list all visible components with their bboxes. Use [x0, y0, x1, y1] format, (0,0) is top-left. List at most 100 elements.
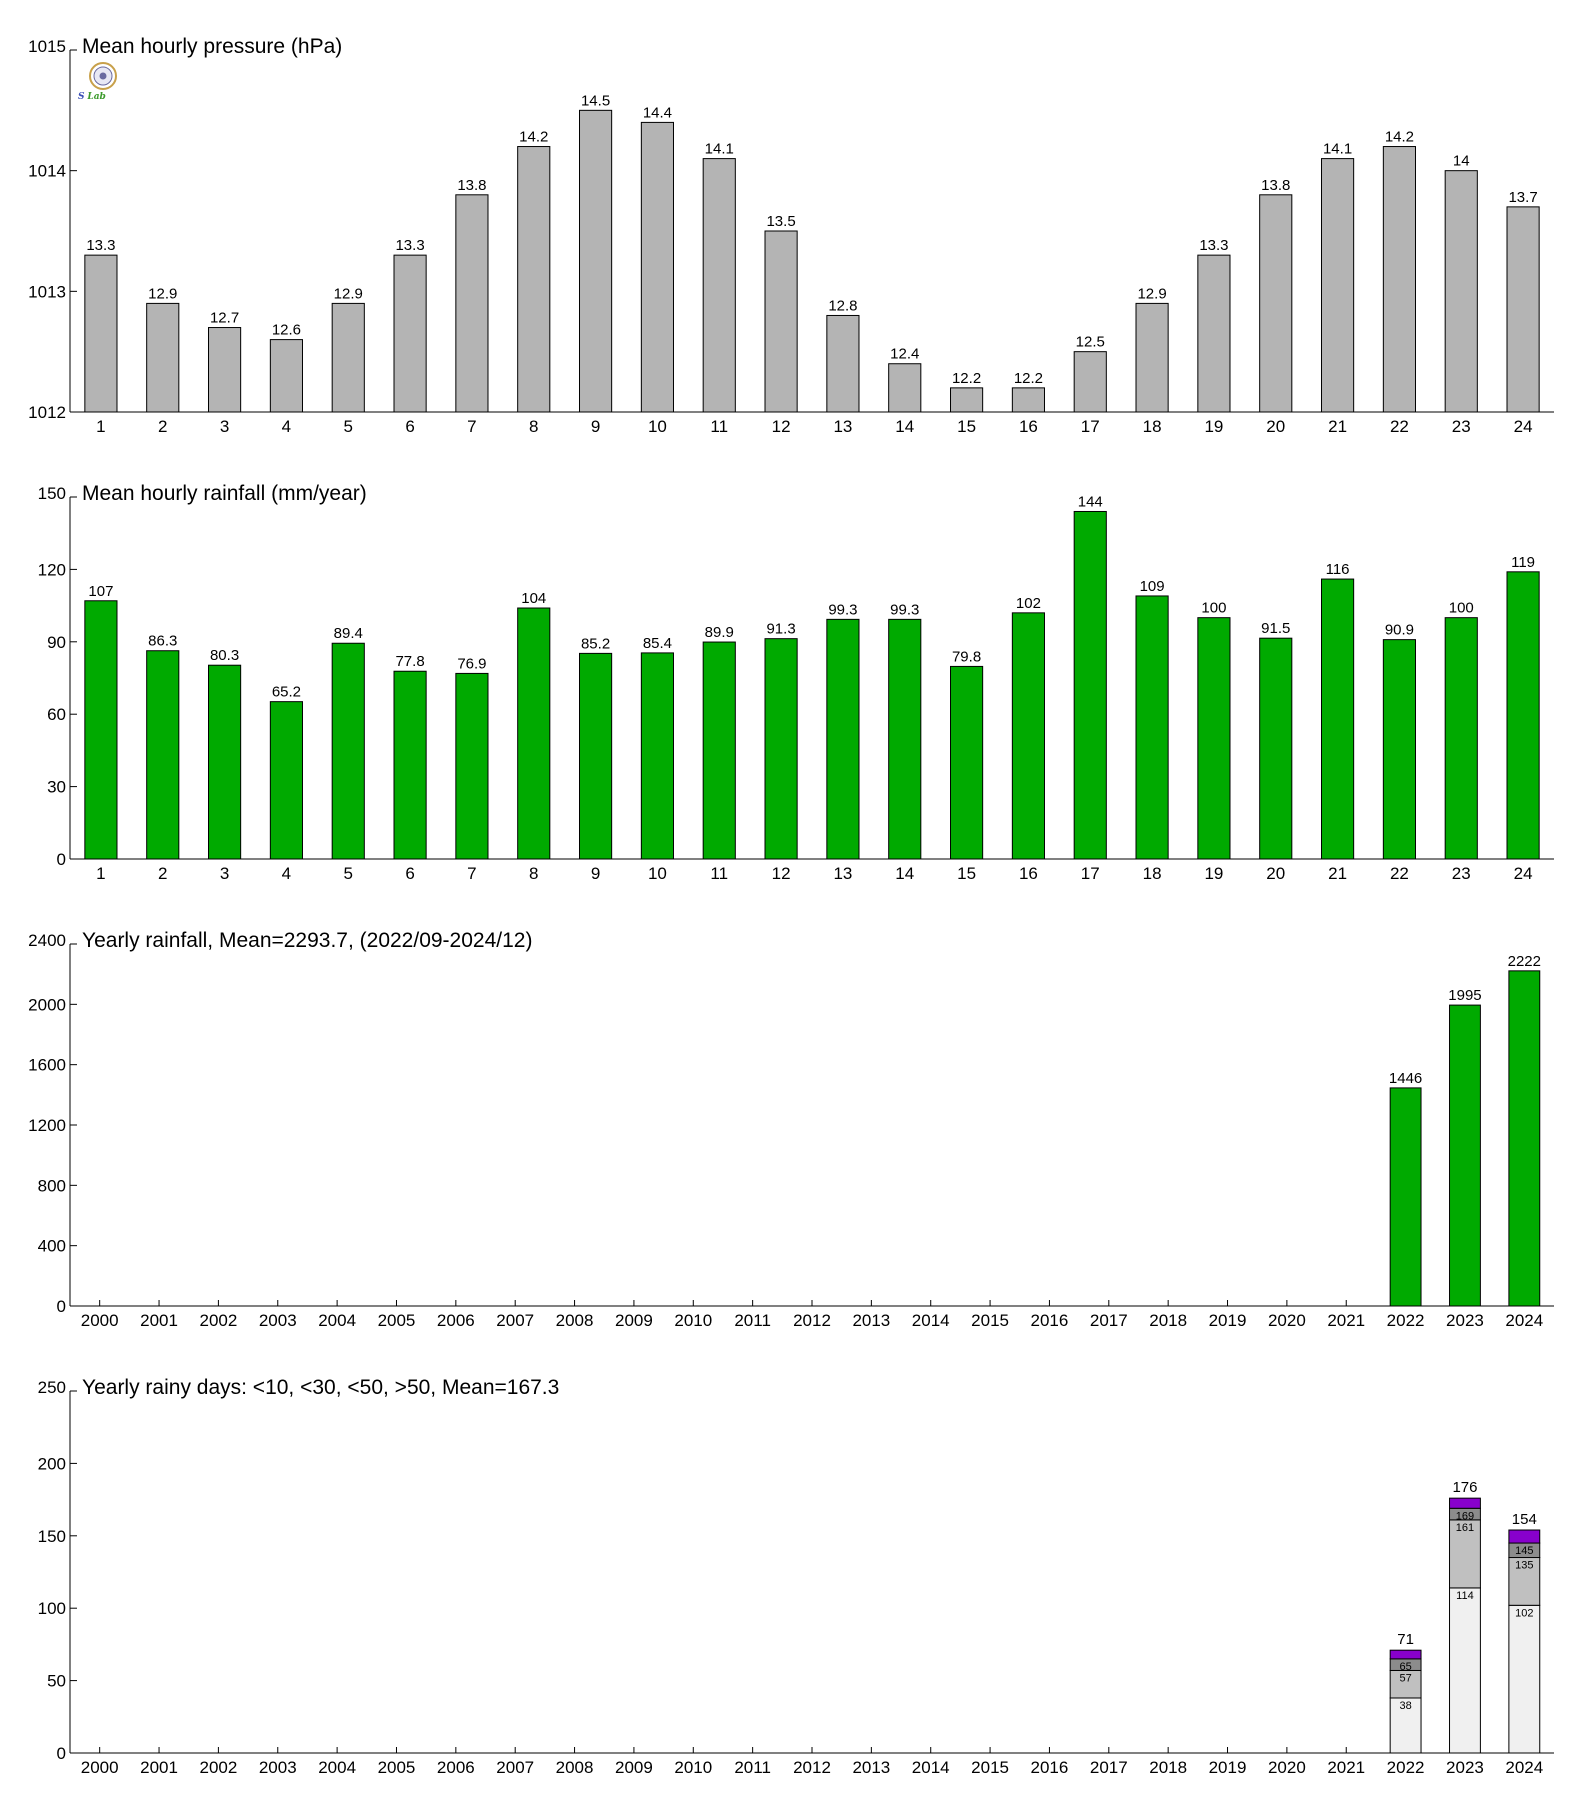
- chart-2-bar: [640, 652, 674, 860]
- chart-4-segment-label: 114: [1456, 1590, 1474, 1602]
- chart-4-total-label: 71: [1397, 1631, 1414, 1648]
- chart-1-bar-label: 12.9: [334, 285, 363, 302]
- chart-2-x-tick-label: 6: [405, 864, 414, 883]
- chart-2-bar: [146, 650, 180, 860]
- chart-3-x-tick-label: 2001: [140, 1311, 178, 1330]
- chart-4-x-tick-label: 2015: [971, 1758, 1009, 1777]
- chart-2-x-tick-label: 13: [833, 864, 852, 883]
- chart-3-x-tick-label: 2000: [81, 1311, 119, 1330]
- chart-3-x-tick-label: 2015: [971, 1311, 1009, 1330]
- chart-2-title: Mean hourly rainfall (mm/year): [82, 482, 367, 505]
- chart-3-x-tick-label: 2013: [852, 1311, 890, 1330]
- chart-2-bar: [208, 664, 242, 860]
- chart-4-x-tick-label: 2024: [1505, 1758, 1543, 1777]
- chart-4-segment-label: 145: [1515, 1545, 1533, 1557]
- chart-1-bar-label: 13.3: [395, 237, 424, 254]
- chart-2-bar: [1259, 637, 1293, 860]
- chart-2-bar-label: 77.8: [395, 653, 424, 670]
- chart-1-x-tick-label: 18: [1143, 417, 1162, 436]
- chart-4-x-tick-label: 2000: [81, 1758, 119, 1777]
- chart-1-x-tick-label: 15: [957, 417, 976, 436]
- chart-4-x-tick-label: 2008: [556, 1758, 594, 1777]
- chart-1-x-tick-label: 22: [1390, 417, 1409, 436]
- chart-3-bar: [1508, 970, 1541, 1307]
- chart-4-stack-segment: [1508, 1604, 1541, 1754]
- chart-1-bar: [269, 339, 303, 413]
- chart-2-bar-label: 119: [1511, 554, 1535, 571]
- chart-1-bar: [764, 230, 798, 413]
- chart-2-bar-label: 100: [1201, 600, 1226, 617]
- chart-4-stack-segment: [1449, 1497, 1481, 1509]
- chart-2-x-tick-label: 17: [1081, 864, 1100, 883]
- chart-1-bar-label: 12.9: [148, 285, 177, 302]
- chart-1-bar-label: 14.4: [643, 104, 672, 121]
- chart-2-bar-label: 102: [1016, 595, 1041, 612]
- chart-1-bar-label: 13.8: [457, 177, 486, 194]
- chart-4-x-tick-label: 2017: [1090, 1758, 1128, 1777]
- chart-2-bar-label: 109: [1140, 578, 1165, 595]
- chart-1-x-tick-label: 16: [1019, 417, 1038, 436]
- chart-3-y-tick-label: 400: [38, 1237, 66, 1256]
- chart-1-x-tick-label: 14: [895, 417, 914, 436]
- chart-2-x-tick-label: 11: [710, 864, 728, 883]
- chart-4-x-tick-label: 2021: [1327, 1758, 1365, 1777]
- chart-3-x-tick-label: 2024: [1505, 1311, 1543, 1330]
- chart-2-bar-label: 116: [1326, 561, 1350, 578]
- chart-2-bar-label: 91.5: [1261, 620, 1290, 637]
- chart-2-bar: [1073, 510, 1107, 860]
- chart-3-x-tick-label: 2017: [1090, 1311, 1128, 1330]
- chart-4-x-tick-label: 2012: [793, 1758, 831, 1777]
- chart-4-stack-segment: [1508, 1529, 1541, 1544]
- chart-1-x-tick-label: 12: [772, 417, 791, 436]
- chart-1-bar-label: 13.5: [766, 213, 795, 230]
- chart-3-x-tick-label: 2009: [615, 1311, 653, 1330]
- chart-3-x-tick-label: 2010: [674, 1311, 712, 1330]
- chart-2-bar-label: 89.9: [705, 624, 734, 641]
- chart-1-bar-label: 12.8: [828, 297, 857, 314]
- chart-2-bar-label: 65.2: [272, 684, 301, 701]
- chart-2-bar: [702, 641, 736, 860]
- chart-1-bar: [517, 146, 551, 413]
- chart-2-bar-label: 89.4: [334, 625, 363, 642]
- chart-4-x-tick-label: 2011: [734, 1758, 771, 1777]
- chart-1-y-tick-label: 1013: [28, 282, 66, 301]
- chart-1-bar-label: 14.5: [581, 92, 610, 109]
- chart-2-bar-label: 80.3: [210, 647, 239, 664]
- chart-1-x-tick-label: 6: [405, 417, 414, 436]
- chart-1-x-tick-label: 2: [158, 417, 167, 436]
- chart-4-y-tick-label: 150: [38, 1527, 66, 1546]
- chart-3-x-tick-label: 2022: [1387, 1311, 1425, 1330]
- chart-2-bar: [1011, 612, 1045, 860]
- chart-4-x-tick-label: 2020: [1268, 1758, 1306, 1777]
- chart-2-bar-label: 86.3: [148, 633, 177, 650]
- chart-2-bar: [84, 600, 118, 860]
- chart-1-bar-label: 12.2: [952, 370, 981, 387]
- chart-3-y-tick-label: 0: [57, 1297, 66, 1316]
- chart-1-y-tick-label: 1014: [28, 162, 66, 181]
- chart-2-bar: [579, 652, 613, 860]
- chart-2-x-tick-label: 16: [1019, 864, 1038, 883]
- chart-2-x-tick-label: 10: [648, 864, 667, 883]
- chart-1-bar: [640, 121, 674, 413]
- chart-2-x-tick-label: 12: [772, 864, 791, 883]
- chart-2-x-tick-label: 7: [467, 864, 476, 883]
- chart-1-bar-label: 12.7: [210, 310, 239, 327]
- chart-1-bar: [1506, 206, 1540, 413]
- chart-3-bar: [1449, 1004, 1481, 1307]
- chart-3-x-tick-label: 2003: [259, 1311, 297, 1330]
- chart-2-bar-label: 144: [1078, 493, 1103, 510]
- chart-2-bar-label: 100: [1449, 600, 1474, 617]
- chart-1-bar-label: 14: [1453, 153, 1470, 170]
- chart-4-x-tick-label: 2016: [1031, 1758, 1069, 1777]
- chart-3-bar-label: 2222: [1508, 953, 1541, 970]
- chart-2-x-tick-label: 23: [1452, 864, 1471, 883]
- chart-1-bar-label: 13.3: [1199, 237, 1228, 254]
- chart-4-stack-segment: [1508, 1557, 1541, 1606]
- chart-4-x-tick-label: 2018: [1149, 1758, 1187, 1777]
- chart-2-y-tick-label: 90: [47, 633, 66, 652]
- chart-1-x-tick-label: 21: [1328, 417, 1347, 436]
- chart-4-x-tick-label: 2002: [199, 1758, 237, 1777]
- chart-1-y-tick-label: 1012: [28, 403, 66, 422]
- chart-2-y-tick-label: 30: [47, 778, 66, 797]
- logo-text-left: S: [78, 92, 85, 102]
